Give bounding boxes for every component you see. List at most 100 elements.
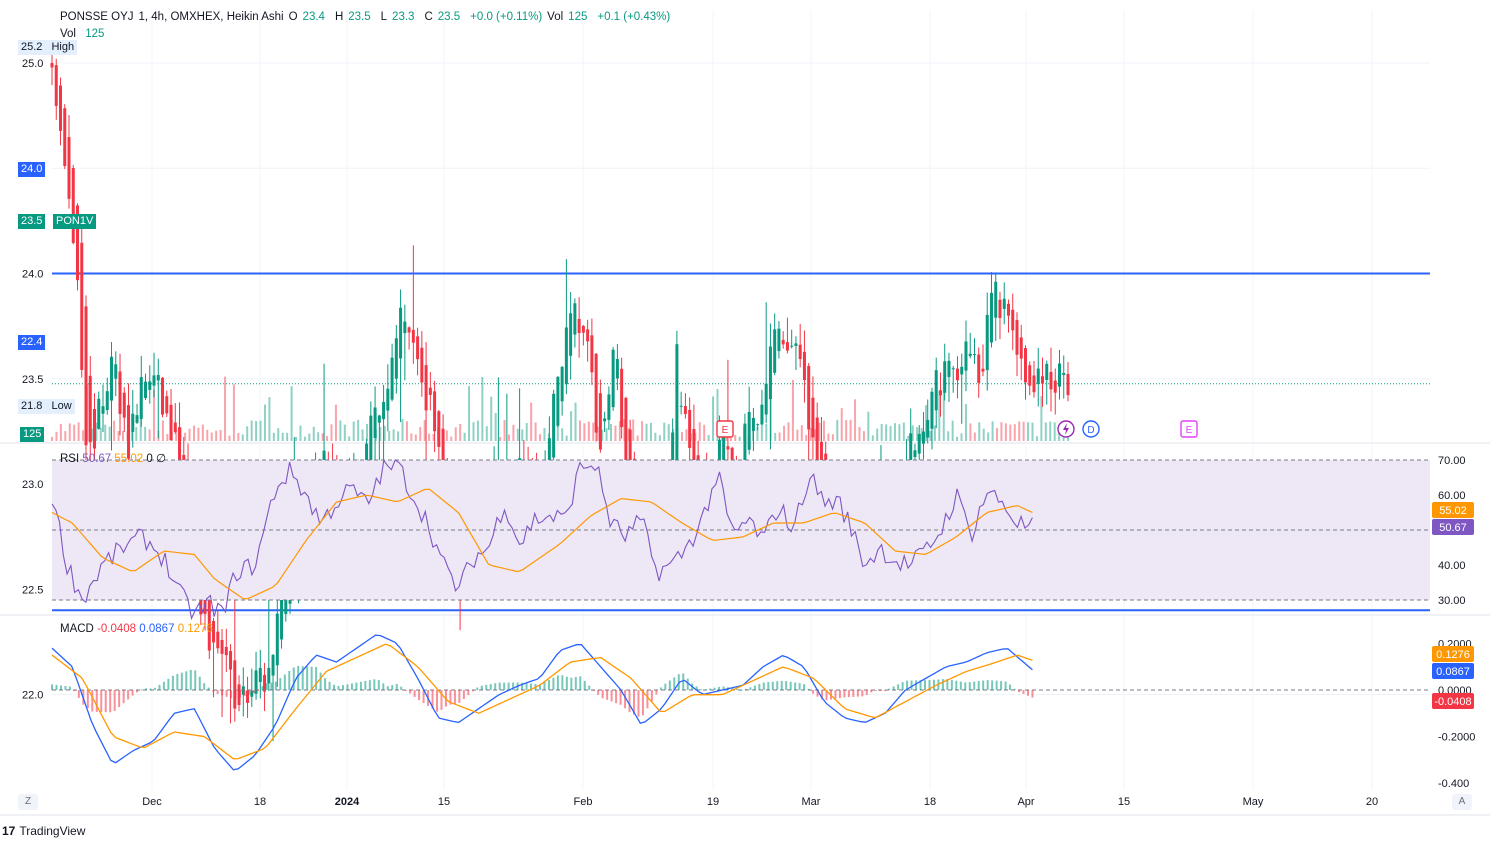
volume-bar xyxy=(507,434,510,441)
volume-bar xyxy=(565,435,568,441)
candle-body xyxy=(101,406,105,414)
volume-bar xyxy=(685,429,688,441)
volume-bar xyxy=(450,436,453,441)
macd-hist-bar xyxy=(668,680,671,690)
volume-bar xyxy=(667,424,670,441)
candle-body xyxy=(437,411,441,447)
candle-body xyxy=(909,433,913,481)
volume-bar xyxy=(330,424,333,441)
volume-bar xyxy=(419,426,422,441)
macd-hist-bar xyxy=(1018,690,1021,693)
time-tick-label: Apr xyxy=(1017,796,1034,808)
candle-body xyxy=(577,318,581,334)
macd-signal-tag-bg xyxy=(1432,646,1474,662)
chart-header: PONSSE OYJ 1, 4h, OMXHEX, Heikin Ashi O 23.… xyxy=(60,11,675,23)
signal-line xyxy=(51,643,1033,760)
auto-scale-button[interactable]: A xyxy=(1452,794,1472,810)
volume-bar xyxy=(277,428,280,441)
volume-bar xyxy=(290,386,293,441)
volume-bar xyxy=(295,436,298,441)
volume-bar xyxy=(698,422,701,441)
symbol-name[interactable]: PONSSE OYJ xyxy=(60,11,134,23)
volume-bar xyxy=(1049,421,1052,441)
macd-hist-bar xyxy=(185,671,188,690)
macd-hist-bar xyxy=(995,680,998,690)
volume-bar xyxy=(991,421,994,441)
candle-body xyxy=(607,394,611,420)
volume-bar xyxy=(153,389,156,441)
candle-body xyxy=(216,631,220,649)
macd-hist-bar xyxy=(216,690,219,695)
price-tick-label: 22.0 xyxy=(22,690,43,702)
macd-hist-bar xyxy=(606,690,609,700)
volume-bar xyxy=(366,423,369,441)
macd-hist-bar xyxy=(409,690,412,694)
candle-body xyxy=(756,424,760,426)
candle-body xyxy=(80,242,84,370)
low-label: L xyxy=(380,11,388,23)
price-tick-label: 23.5 xyxy=(22,374,43,386)
rsi-header[interactable]: RSI 50.67 55.02 0 ∅ xyxy=(60,451,166,465)
macd-hist-bar xyxy=(583,680,586,690)
volume-bar xyxy=(889,425,892,441)
candle-body xyxy=(598,393,602,450)
candles xyxy=(50,50,1070,742)
macd-hist-bar xyxy=(288,670,291,690)
volume-bar xyxy=(113,420,116,441)
macd-hist-bar xyxy=(879,690,882,691)
candle-body xyxy=(173,422,177,432)
macd-hist-bar xyxy=(968,682,971,690)
volume-bar xyxy=(787,422,790,441)
volume-bar xyxy=(632,419,635,441)
candle-body xyxy=(683,406,687,414)
volume-bar xyxy=(663,422,666,441)
candle-body xyxy=(1045,363,1049,380)
volume-legend[interactable]: Vol 125 xyxy=(60,28,104,40)
volume-bar xyxy=(641,421,644,441)
time-tick-label: Dec xyxy=(142,796,162,808)
macd-hist-bar xyxy=(180,672,183,690)
candle-body xyxy=(692,428,696,482)
tradingview-logo[interactable]: 17 TradingView xyxy=(2,824,85,838)
candle-body xyxy=(785,342,789,351)
volume-bar xyxy=(596,426,599,441)
candle-body xyxy=(913,450,917,457)
volume-bar xyxy=(1027,422,1030,441)
zoom-reset-button[interactable]: Z xyxy=(18,794,38,810)
brand-name: TradingView xyxy=(19,824,86,838)
high-tag: 25.2 High xyxy=(18,40,78,55)
macd-hist-bar xyxy=(762,682,765,690)
macd-hist-bar xyxy=(789,681,792,690)
volume-bar xyxy=(791,379,794,441)
candle-body xyxy=(148,381,152,390)
candle-body xyxy=(802,351,806,381)
candle-body xyxy=(968,353,972,357)
candle-body xyxy=(411,329,415,343)
volume-bar xyxy=(951,420,954,441)
rsi-label: RSI xyxy=(60,453,80,465)
candle-body xyxy=(428,387,432,395)
macd-hist-bar xyxy=(458,690,461,703)
volume-bar xyxy=(1018,421,1021,441)
macd-hist-bar xyxy=(297,665,300,690)
macd-hist-bar xyxy=(615,690,618,704)
candle-body xyxy=(135,415,139,423)
volume-bar xyxy=(845,420,848,441)
macd-hist-bar xyxy=(350,683,353,690)
macd-hist-bar xyxy=(986,680,989,690)
candle-body xyxy=(88,375,92,443)
macd-hist-bar xyxy=(941,679,944,690)
volume-last-value: 125 xyxy=(23,428,42,440)
earnings-marker: E xyxy=(716,420,734,438)
macd-header[interactable]: MACD -0.0408 0.0867 0.1276 xyxy=(60,623,213,635)
macd-hist-bar xyxy=(700,689,703,691)
candle-body xyxy=(1023,348,1027,383)
macd-hist-bar xyxy=(449,690,452,705)
volume-bar xyxy=(392,429,395,441)
volume-bar xyxy=(1031,422,1034,441)
candle-body xyxy=(1053,380,1057,393)
candle-body xyxy=(573,303,577,335)
low-tag-value: 21.8 xyxy=(21,400,43,412)
